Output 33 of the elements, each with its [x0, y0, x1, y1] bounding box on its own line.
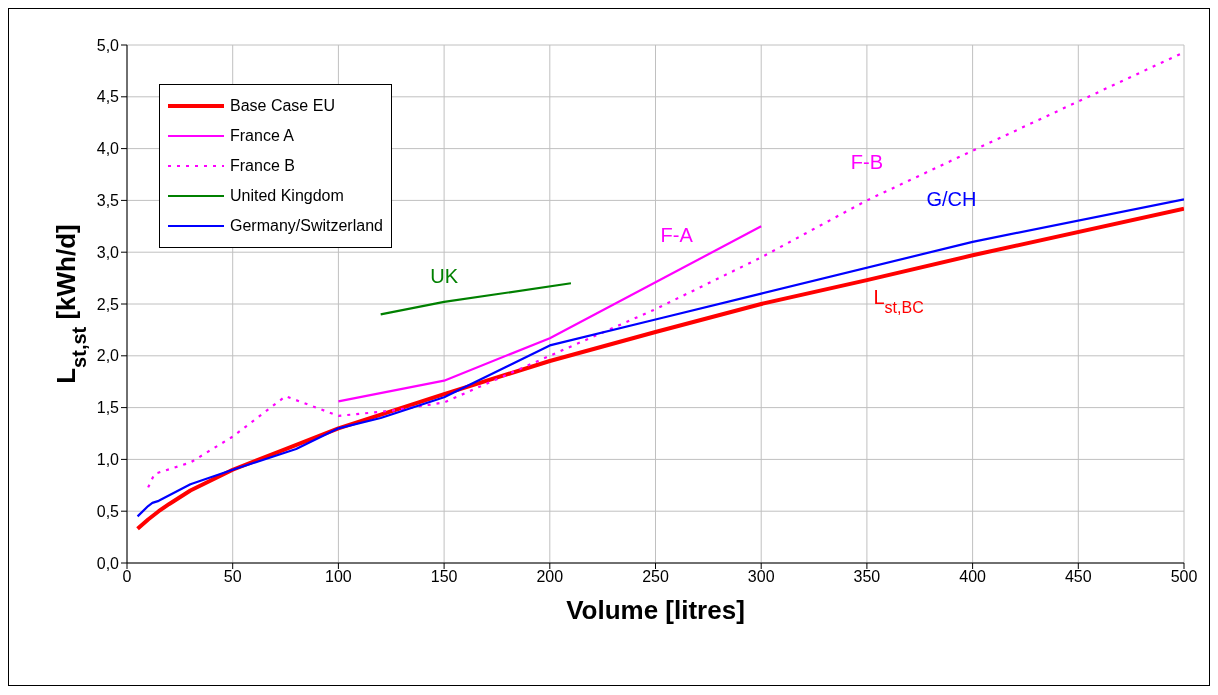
x-tick-label: 400	[959, 568, 987, 586]
y-tick-label: 2,0	[96, 347, 120, 365]
y-tick-label: 1,5	[96, 399, 120, 417]
x-tick-label: 50	[223, 568, 242, 586]
x-tick-label: 500	[1170, 568, 1198, 586]
x-tick-label: 250	[642, 568, 669, 586]
x-tick-label: 150	[430, 568, 458, 586]
legend-label: United Kingdom	[230, 187, 344, 205]
annotation: L$_{st,BC}$	[873, 286, 924, 316]
annotation: F-A	[660, 223, 694, 246]
legend-label: Germany/Switzerland	[230, 217, 383, 235]
x-tick-label: 450	[1064, 568, 1092, 586]
legend-label: Base Case EU	[230, 97, 335, 115]
y-tick-label: 1,0	[96, 451, 120, 469]
y-tick-label: 0,5	[96, 502, 120, 520]
y-tick-label: 0,0	[96, 554, 120, 572]
x-tick-label: 100	[325, 568, 352, 586]
legend-label: France B	[230, 157, 295, 175]
y-tick-label: 4,5	[96, 88, 120, 106]
x-tick-label: 0	[122, 568, 132, 586]
legend-label: France A	[230, 127, 295, 145]
x-tick-label: 200	[536, 568, 564, 586]
x-axis-title: Volume [litres]	[566, 595, 745, 625]
y-tick-label: 3,0	[96, 243, 120, 261]
y-tick-label: 4,0	[96, 140, 120, 158]
x-tick-label: 300	[747, 568, 775, 586]
y-tick-label: 5,0	[96, 36, 120, 54]
annotation: G/CH	[926, 187, 977, 210]
annotation: UK	[430, 265, 459, 288]
x-tick-label: 350	[853, 568, 881, 586]
y-tick-label: 3,5	[96, 192, 120, 210]
y-tick-label: 2,5	[96, 295, 120, 313]
annotation: F-B	[850, 151, 884, 174]
